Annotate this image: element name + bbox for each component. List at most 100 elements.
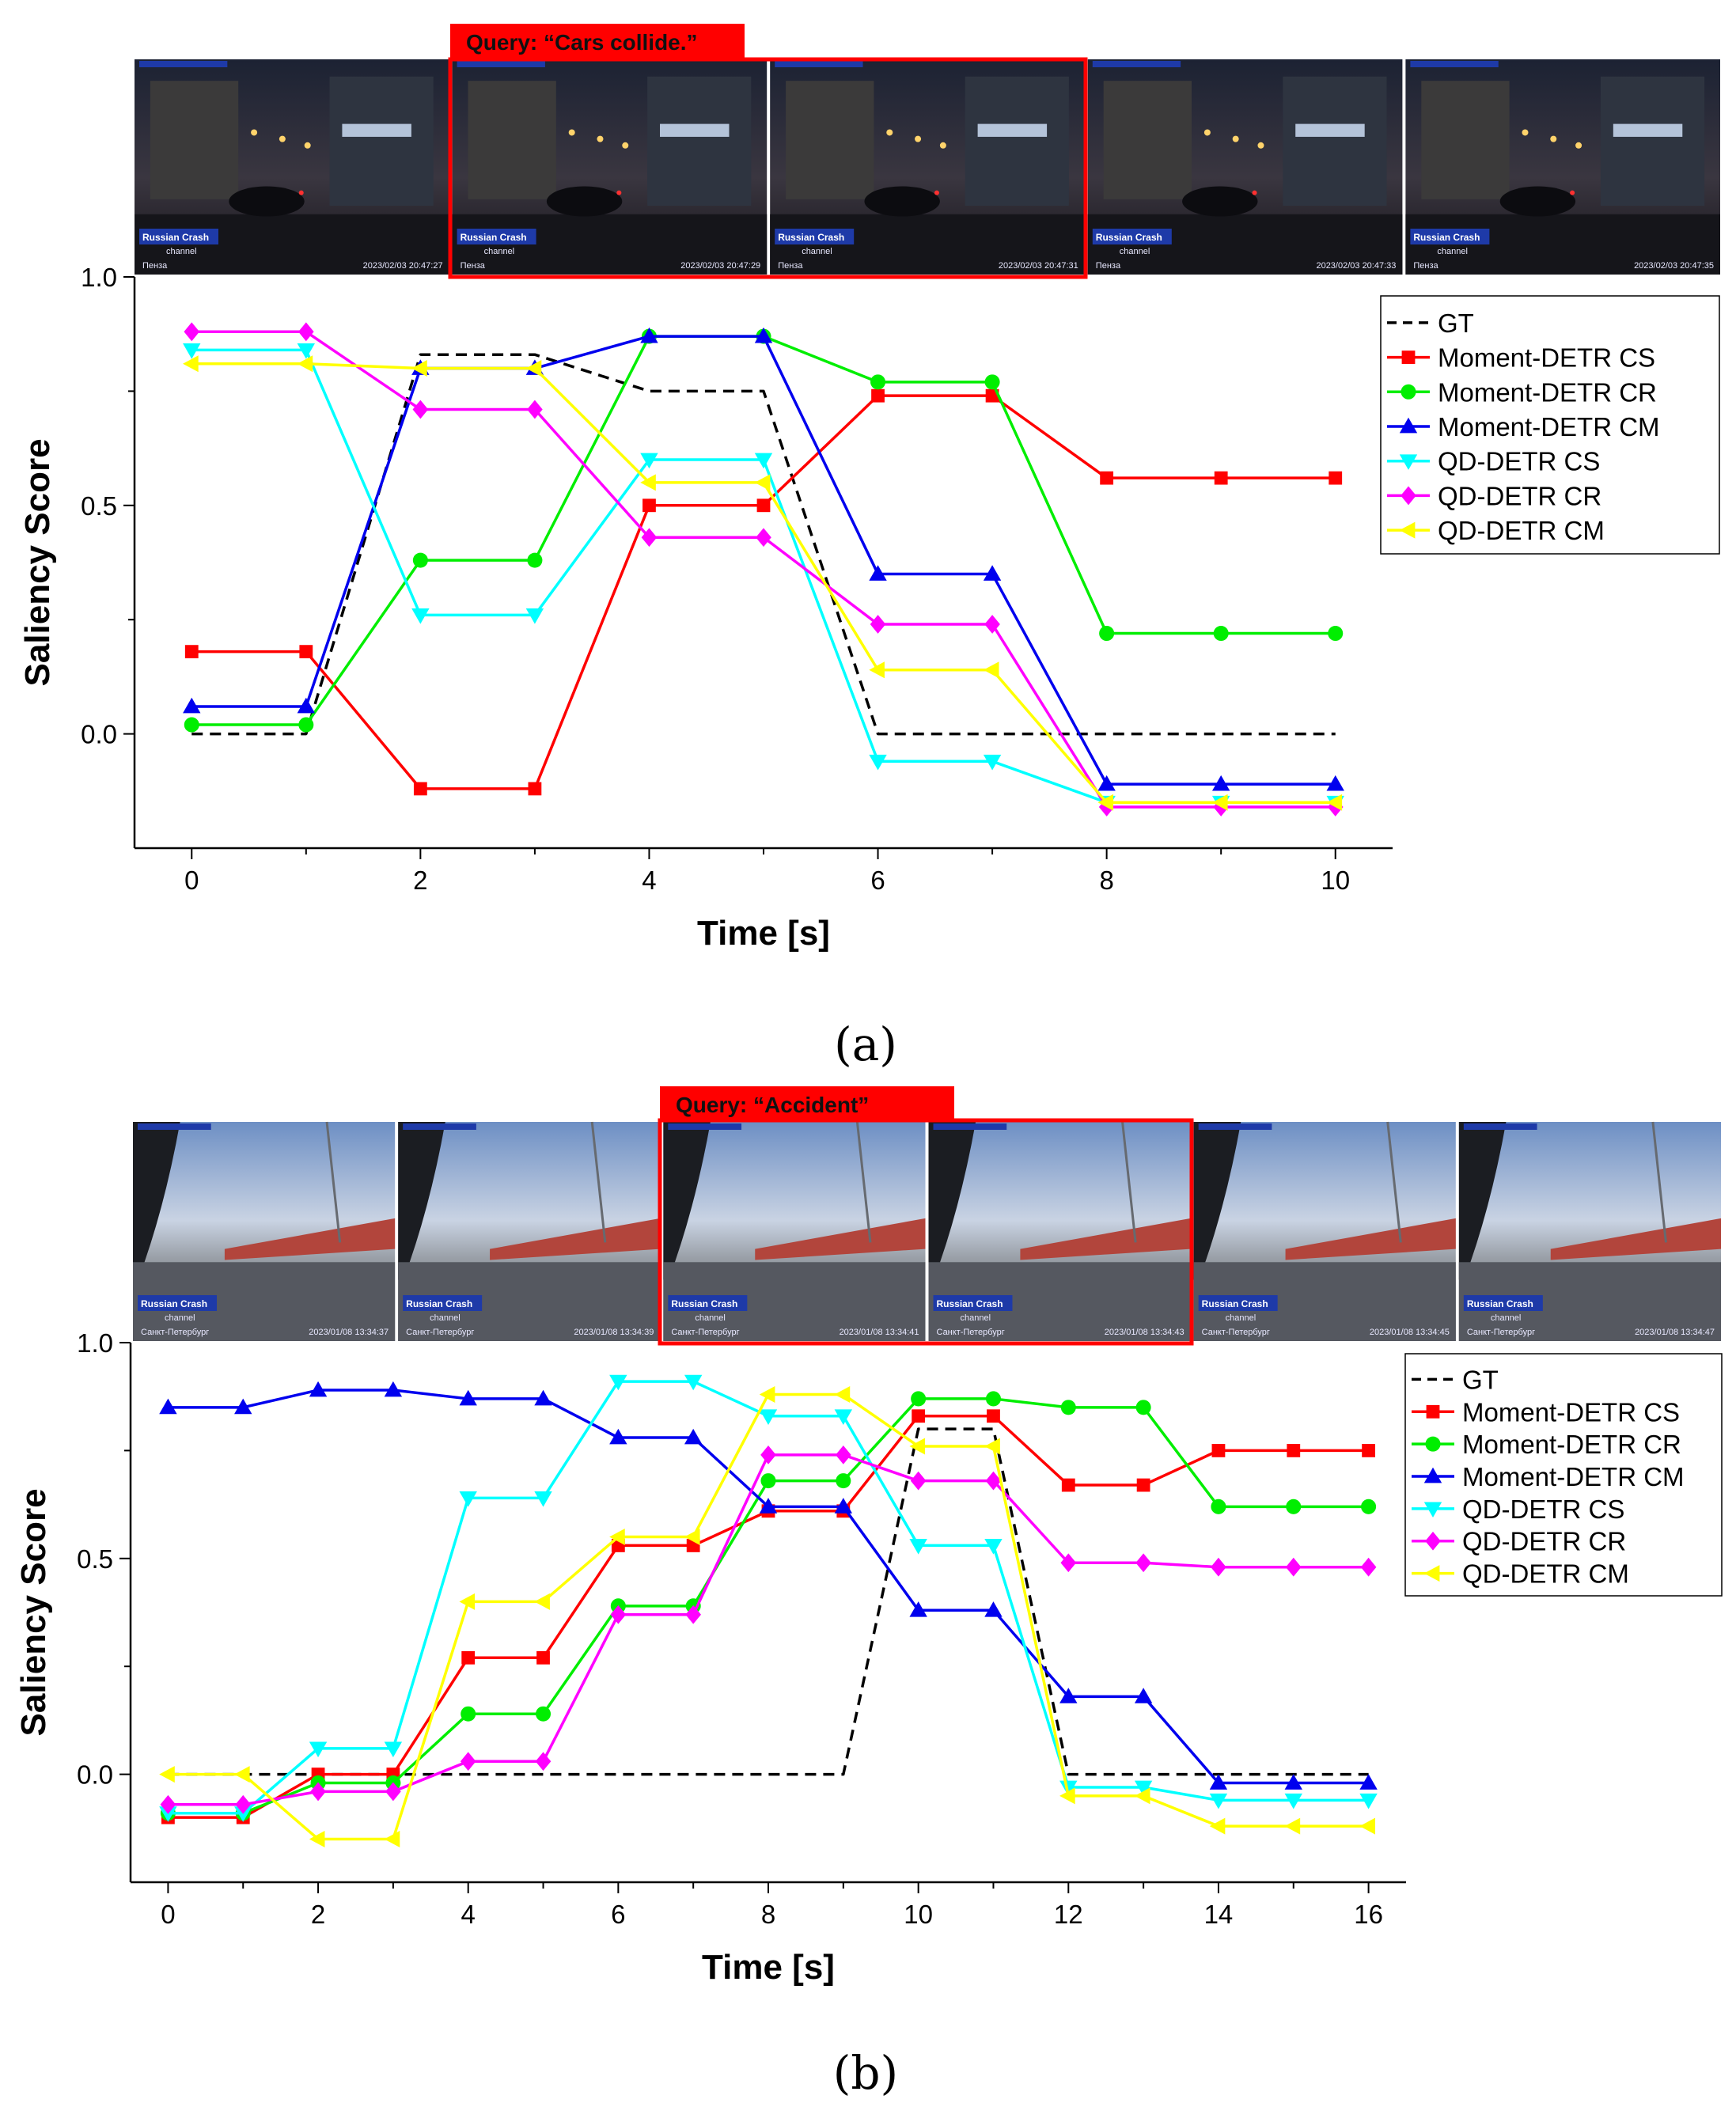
a-pillar (1458, 1122, 1507, 1280)
data-point-moment-detr-cs (642, 498, 656, 513)
data-point-qd-detr-cr (160, 1794, 176, 1814)
data-point-qd-detr-cs (234, 1806, 252, 1822)
x-tick-label: 0 (161, 1900, 175, 1929)
data-point-moment-detr-cm (234, 1398, 252, 1415)
data-point-qd-detr-cr (836, 1445, 851, 1464)
channel-text: channel (165, 1313, 195, 1323)
data-point-qd-detr-cs (297, 343, 316, 359)
building-right (647, 76, 752, 206)
data-point-moment-detr-cm (640, 327, 658, 343)
lit-sign (342, 123, 411, 137)
location-text: Санкт-Петербург (1467, 1328, 1535, 1337)
data-point-moment-detr-cs (1100, 471, 1114, 485)
data-point-qd-detr-cr (641, 528, 658, 547)
guard-rail (755, 1218, 926, 1260)
series-qd-detr-cm (159, 1385, 1375, 1847)
video-frame: Russian Crash channel Пенза 2023/02/03 20:4… (452, 59, 768, 275)
series-qd-detr-cm (183, 355, 1343, 811)
location-text: Пенза (142, 261, 168, 271)
y-tick-label: 0.5 (81, 491, 117, 521)
data-point-moment-detr-cs (756, 498, 771, 513)
y-tick-label: 1.0 (77, 1328, 113, 1358)
data-point-qd-detr-cr (184, 322, 200, 342)
data-point-moment-detr-cs (536, 1650, 550, 1665)
x-tick-label: 2 (413, 866, 427, 895)
legend-label: QD-DETR CR (1462, 1527, 1626, 1556)
x-tick-label: 6 (611, 1900, 625, 1929)
video-frame: Russian Crash channel Санкт-Петербург 2023/… (1193, 1121, 1456, 1341)
legend-marker (1401, 486, 1416, 506)
series-moment-detr-cm (159, 1381, 1378, 1790)
query-label-box (450, 24, 745, 59)
legend-item-qd-detr-cs: QD-DETR CS (1387, 447, 1600, 476)
lamp-post (325, 1121, 342, 1243)
data-point-qd-detr-cm (609, 1529, 625, 1546)
brand-text: Russian Crash (778, 232, 844, 243)
timestamp-text: 2023/02/03 20:47:31 (999, 261, 1078, 271)
legend-item-moment-detr-cs: Moment-DETR CS (1412, 1397, 1680, 1427)
panel-a: Russian Crash channel Пенза 2023/02/03 20:4… (18, 24, 1720, 1071)
street-light (1232, 135, 1239, 142)
brand-text: Russian Crash (937, 1298, 1003, 1309)
street-light (1257, 142, 1264, 149)
data-point-moment-detr-cs (1329, 471, 1343, 485)
building-left (1103, 81, 1192, 199)
video-frame: Russian Crash channel Пенза 2023/02/03 20:4… (1087, 59, 1403, 275)
data-point-qd-detr-cm (534, 1593, 550, 1610)
legend-item-moment-detr-cm: Moment-DETR CM (1387, 412, 1660, 441)
data-point-moment-detr-cs (1061, 1478, 1075, 1492)
video-frame: Russian Crash channel Санкт-Петербург 2023/… (133, 1121, 396, 1341)
legend-label: QD-DETR CS (1462, 1495, 1624, 1524)
legend-item-qd-detr-cm: QD-DETR CM (1412, 1559, 1629, 1589)
location-text: Санкт-Петербург (671, 1328, 739, 1337)
data-point-qd-detr-cr (910, 1471, 927, 1491)
data-point-qd-detr-cr (610, 1605, 627, 1624)
data-point-qd-detr-cr (460, 1752, 476, 1771)
data-point-qd-detr-cm (309, 1830, 325, 1847)
brand-text: Russian Crash (1413, 232, 1480, 243)
timestamp-text: 2023/01/08 13:34:41 (840, 1328, 919, 1337)
brand-box (1092, 229, 1172, 244)
data-point-qd-detr-cr (298, 322, 314, 342)
legend-label: Moment-DETR CR (1462, 1430, 1681, 1459)
data-point-moment-detr-cm (1209, 1774, 1228, 1790)
data-point-moment-detr-cr (1361, 1499, 1377, 1514)
data-point-qd-detr-cs (869, 754, 887, 771)
channel-text: channel (1437, 247, 1468, 256)
data-point-moment-detr-cs (1211, 1444, 1226, 1457)
data-point-qd-detr-cr (527, 400, 543, 419)
data-point-qd-detr-cr (1211, 1557, 1226, 1577)
street-light (597, 135, 604, 142)
guard-rail (1285, 1218, 1456, 1260)
data-point-moment-detr-cm (754, 327, 773, 343)
data-point-moment-detr-cr (984, 374, 1000, 390)
timestamp-text: 2023/02/03 20:47:33 (1316, 261, 1396, 271)
data-point-moment-detr-cm (983, 565, 1002, 581)
channel-badge (138, 1123, 211, 1130)
data-point-moment-detr-cm (834, 1498, 853, 1514)
series-group (183, 322, 1344, 817)
legend-item-moment-detr-cs: Moment-DETR CS (1387, 343, 1655, 373)
data-point-qd-detr-cm (754, 474, 771, 491)
video-frame: Russian Crash channel Пенза 2023/02/03 20:4… (135, 59, 449, 275)
data-point-qd-detr-cm (1059, 1787, 1075, 1805)
brand-box (933, 1295, 1013, 1311)
brand-text: Russian Crash (461, 232, 527, 243)
data-point-qd-detr-cs (1059, 1780, 1078, 1797)
axes: 0 2 4 6 8 10 0.0 0.5 1.0 Time [s] Saliency Score (18, 263, 1393, 953)
data-point-moment-detr-cr (1135, 1400, 1151, 1415)
brand-text: Russian Crash (671, 1298, 737, 1309)
car (546, 186, 623, 217)
data-point-moment-detr-cs (1136, 1478, 1150, 1492)
channel-badge (1410, 61, 1499, 67)
data-point-qd-detr-cm (234, 1766, 250, 1783)
street-light (1522, 129, 1529, 136)
legend-marker (1399, 417, 1418, 434)
y-tick-label: 1.0 (81, 263, 117, 292)
car (1499, 186, 1576, 217)
series-line-gt (191, 353, 1336, 736)
legend-marker (1423, 1502, 1442, 1518)
legend-item-moment-detr-cm: Moment-DETR CM (1412, 1462, 1685, 1491)
brand-box (139, 229, 218, 244)
data-point-moment-detr-cm (1211, 775, 1230, 791)
